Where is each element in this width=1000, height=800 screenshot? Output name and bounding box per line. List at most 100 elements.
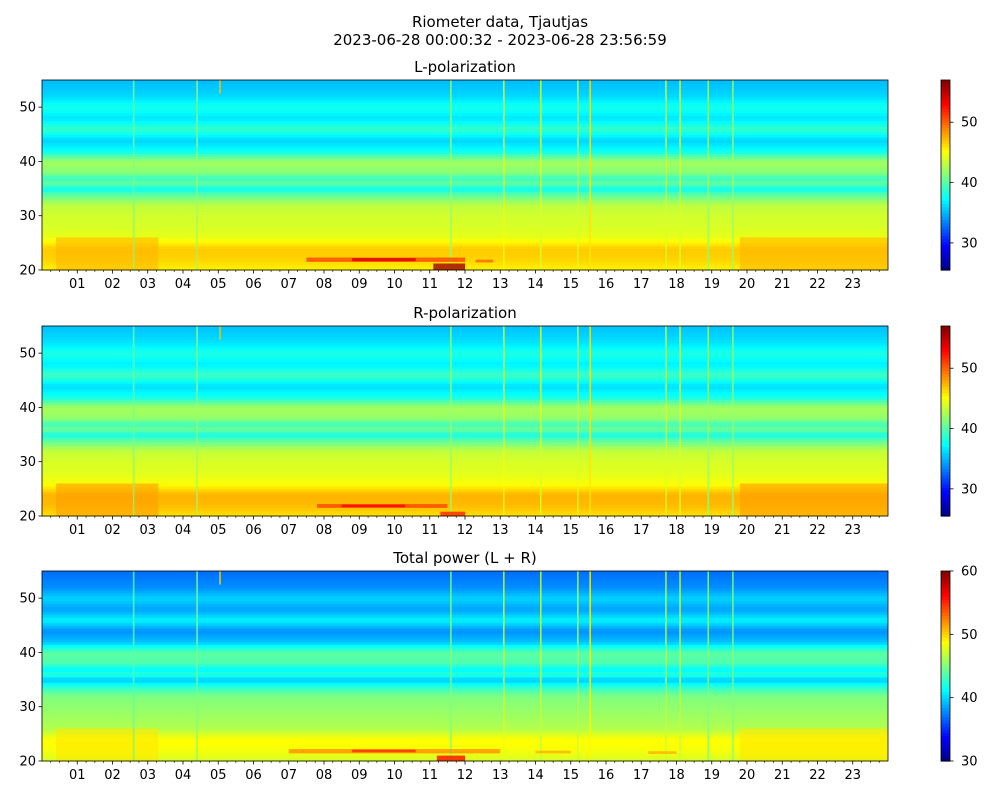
heatmap-cell	[42, 714, 888, 719]
heatmap-cell	[42, 385, 888, 390]
heatmap-cell	[42, 128, 888, 133]
x-tick-label: 04	[175, 523, 192, 538]
colorbar-step	[941, 222, 950, 227]
heatmap-cell	[42, 353, 888, 357]
heatmap-cell	[42, 752, 888, 757]
colorbar-step	[941, 443, 950, 447]
colorbar-step	[941, 114, 950, 119]
colorbar-step	[941, 691, 950, 696]
colorbar-step	[941, 329, 950, 333]
heatmap-cell	[42, 442, 888, 447]
x-tick-label: 16	[598, 768, 615, 783]
colorbar-step	[941, 216, 950, 220]
x-tick-label: 03	[139, 523, 156, 538]
heatmap-cell	[42, 158, 888, 163]
colorbar-step	[941, 421, 950, 425]
heatmap-cell	[42, 156, 888, 160]
heatmap-cell	[42, 491, 888, 495]
heatmap-cell	[42, 733, 888, 738]
x-tick-label: 01	[69, 523, 86, 538]
colorbar-step	[941, 723, 950, 727]
colorbar-step	[941, 232, 950, 236]
x-tick-label: 18	[668, 277, 685, 292]
heatmap-cell	[42, 213, 888, 217]
colorbar-step	[941, 433, 950, 438]
heatmap-cell	[42, 410, 888, 414]
colorbar-step	[941, 80, 950, 84]
heatmap-cell	[42, 418, 888, 422]
x-tick-label: 19	[703, 523, 720, 538]
heatmap-cell	[42, 248, 888, 252]
heatmap-cell	[42, 350, 888, 354]
colorbar-step	[941, 462, 950, 466]
x-tick-label: 09	[351, 523, 368, 538]
heatmap-streak	[219, 326, 221, 340]
colorbar-step	[941, 474, 950, 479]
heatmap-cell	[42, 464, 888, 468]
heatmap-cell	[42, 459, 888, 463]
colorbar-step	[941, 181, 950, 186]
heatmap-hot-patch	[648, 751, 677, 754]
colorbar-step	[941, 398, 950, 403]
x-tick-label: 07	[280, 523, 297, 538]
heatmap-cell	[42, 80, 888, 84]
colorbar-step	[941, 127, 950, 132]
x-tick-label: 21	[774, 523, 791, 538]
y-tick-label: 40	[19, 646, 36, 661]
heatmap-cell	[42, 107, 888, 111]
heatmap-cell	[42, 374, 888, 379]
colorbar-step	[941, 364, 950, 368]
heatmap-cell	[42, 150, 888, 154]
x-tick-label: 08	[316, 277, 333, 292]
x-tick-label: 13	[492, 768, 509, 783]
colorbar-step	[941, 497, 950, 501]
y-tick-label: 40	[19, 155, 36, 170]
y-tick-label: 20	[19, 264, 36, 279]
heatmap-cell	[42, 475, 888, 479]
heatmap-cell	[42, 600, 888, 605]
colorbar-step	[941, 133, 950, 138]
colorbar-step	[941, 726, 950, 730]
heatmap-cell	[42, 364, 888, 368]
colorbar-step	[941, 506, 950, 511]
colorbar-step	[941, 146, 950, 151]
x-tick-label: 17	[633, 768, 650, 783]
colorbar-step	[941, 449, 950, 454]
heatmap-cell	[42, 131, 888, 135]
colorbar-step	[941, 121, 950, 125]
heatmap-cell	[42, 628, 888, 632]
heatmap-cell	[42, 185, 888, 190]
x-tick-label: 02	[104, 523, 121, 538]
colorbar-tick-label: 30	[961, 482, 978, 497]
colorbar-step	[941, 751, 950, 756]
heatmap-cell	[42, 469, 888, 474]
colorbar-step	[941, 197, 950, 201]
colorbar-step	[941, 235, 950, 239]
colorbar-step	[941, 481, 950, 485]
heatmap-cell	[42, 584, 888, 588]
colorbar-tick-label: 30	[961, 755, 978, 770]
heatmap-cell	[42, 494, 888, 498]
heatmap-cell	[42, 709, 888, 713]
x-tick-label: 18	[668, 523, 685, 538]
heatmap-streak	[707, 326, 710, 516]
colorbar-step	[941, 225, 950, 230]
heatmap-cell	[42, 204, 888, 209]
heatmap-streak	[219, 80, 221, 94]
colorbar-step	[941, 719, 950, 724]
heatmap-cell	[42, 682, 888, 686]
colorbar-step	[941, 209, 950, 214]
x-tick-label: 03	[139, 768, 156, 783]
heatmap-cell	[42, 85, 888, 89]
colorbar-tick-label: 40	[961, 176, 978, 191]
total-power-panel: Total power (L + R) 20 30 40 50 01 02 03 04 05 06 0…	[19, 549, 977, 783]
heatmap-cell	[42, 652, 888, 656]
colorbar-step	[941, 590, 950, 594]
l-polarization-heatmap	[42, 80, 888, 271]
r-polarization-panel: R-polarization 20 30 40 50 01 02 03 04 05 06 07 08 09…	[19, 304, 977, 538]
heatmap-cell	[42, 188, 888, 192]
heatmap-cell	[42, 619, 888, 624]
x-tick-label: 04	[175, 768, 192, 783]
heatmap-cell	[42, 82, 888, 87]
x-tick-label: 21	[774, 277, 791, 292]
